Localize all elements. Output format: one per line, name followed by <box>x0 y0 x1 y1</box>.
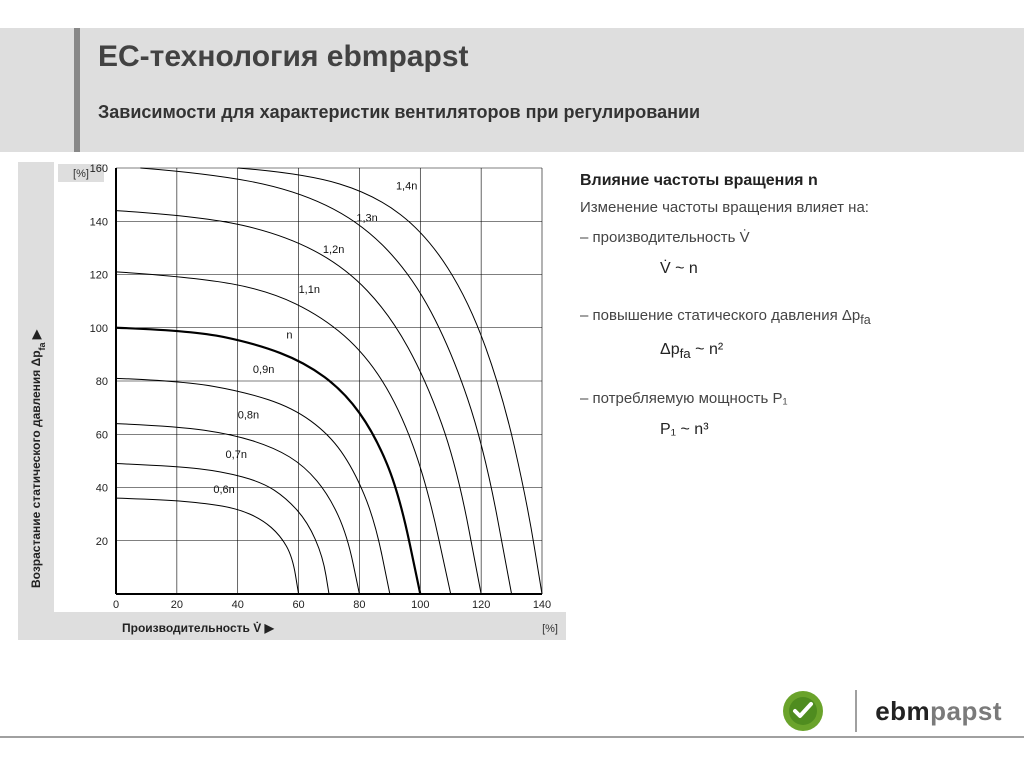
svg-text:100: 100 <box>411 599 429 611</box>
right-lead: Изменение частоты вращения влияет на: <box>580 198 1000 218</box>
svg-text:120: 120 <box>90 270 108 282</box>
svg-text:100: 100 <box>90 323 108 335</box>
svg-text:0,6n: 0,6n <box>213 484 234 496</box>
svg-text:160: 160 <box>90 163 108 175</box>
svg-text:n: n <box>286 329 292 341</box>
svg-text:120: 120 <box>472 599 490 611</box>
svg-text:[%]: [%] <box>73 168 89 180</box>
svg-text:Производительность V̇ ▶: Производительность V̇ ▶ <box>122 620 275 635</box>
svg-text:40: 40 <box>96 483 108 495</box>
greentech-badge-icon <box>782 690 824 732</box>
svg-text:80: 80 <box>96 376 108 388</box>
bullet-power: – потребляемую мощность P₁ <box>580 389 1000 409</box>
svg-text:1,4n: 1,4n <box>396 180 417 192</box>
svg-text:140: 140 <box>90 216 108 228</box>
svg-text:140: 140 <box>533 599 551 611</box>
svg-text:1,1n: 1,1n <box>299 284 320 296</box>
svg-text:0,7n: 0,7n <box>226 449 247 461</box>
svg-text:[%]: [%] <box>542 623 558 635</box>
svg-text:20: 20 <box>96 536 108 548</box>
page-subtitle: Зависимости для характеристик вентилятор… <box>98 102 1024 123</box>
svg-text:60: 60 <box>292 599 304 611</box>
svg-text:0,9n: 0,9n <box>253 364 274 376</box>
svg-text:1,2n: 1,2n <box>323 244 344 256</box>
page-title: EC-технология ebmpapst <box>98 28 1024 74</box>
svg-text:1,3n: 1,3n <box>356 212 377 224</box>
formula-flow: V̇ ~ n <box>660 258 1000 280</box>
right-heading: Влияние частоты вращения n <box>580 170 1000 192</box>
explanation-panel: Влияние частоты вращения n Изменение час… <box>580 170 1000 467</box>
svg-text:20: 20 <box>171 599 183 611</box>
svg-text:80: 80 <box>353 599 365 611</box>
svg-text:0: 0 <box>113 599 119 611</box>
formula-pressure: Δpfa ~ n² <box>660 339 1000 363</box>
svg-text:40: 40 <box>232 599 244 611</box>
formula-power: P₁ ~ n³ <box>660 419 1000 441</box>
svg-text:0,8n: 0,8n <box>238 409 259 421</box>
fan-curves-chart: [%] 0 20 40 60 80 100 120 140 20 40 60 80 100 120 140 16… <box>18 162 566 652</box>
bullet-pressure: – повышение статического давления Δpfa <box>580 306 1000 329</box>
bullet-flow: – производительность V̇ <box>580 228 1000 248</box>
svg-text:60: 60 <box>96 429 108 441</box>
brand-logo: ebmpapst <box>855 690 1002 732</box>
